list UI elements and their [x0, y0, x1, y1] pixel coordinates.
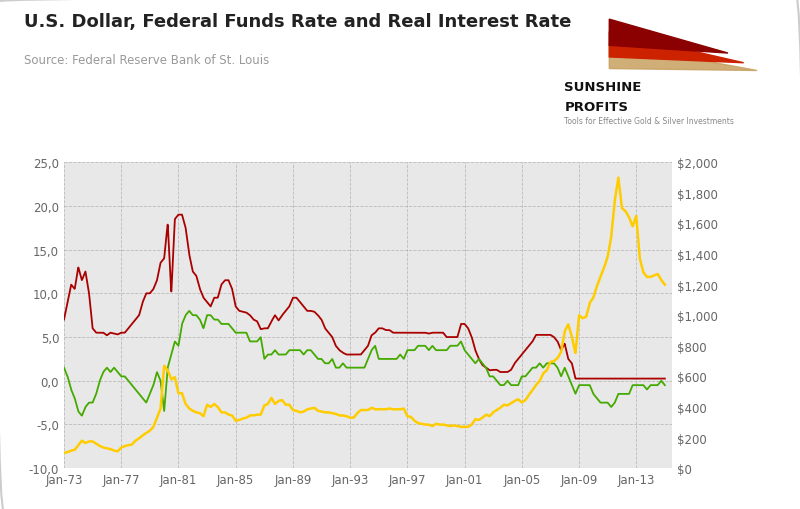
Polygon shape — [610, 20, 728, 54]
Polygon shape — [610, 44, 757, 71]
Text: U.S. Dollar, Federal Funds Rate and Real Interest Rate: U.S. Dollar, Federal Funds Rate and Real… — [24, 13, 571, 31]
Polygon shape — [610, 33, 744, 64]
Text: Source: Federal Reserve Bank of St. Louis: Source: Federal Reserve Bank of St. Loui… — [24, 53, 270, 66]
Text: Tools for Effective Gold & Silver Investments: Tools for Effective Gold & Silver Invest… — [565, 117, 734, 126]
Text: PROFITS: PROFITS — [565, 100, 629, 114]
Text: SUNSHINE: SUNSHINE — [565, 81, 642, 94]
